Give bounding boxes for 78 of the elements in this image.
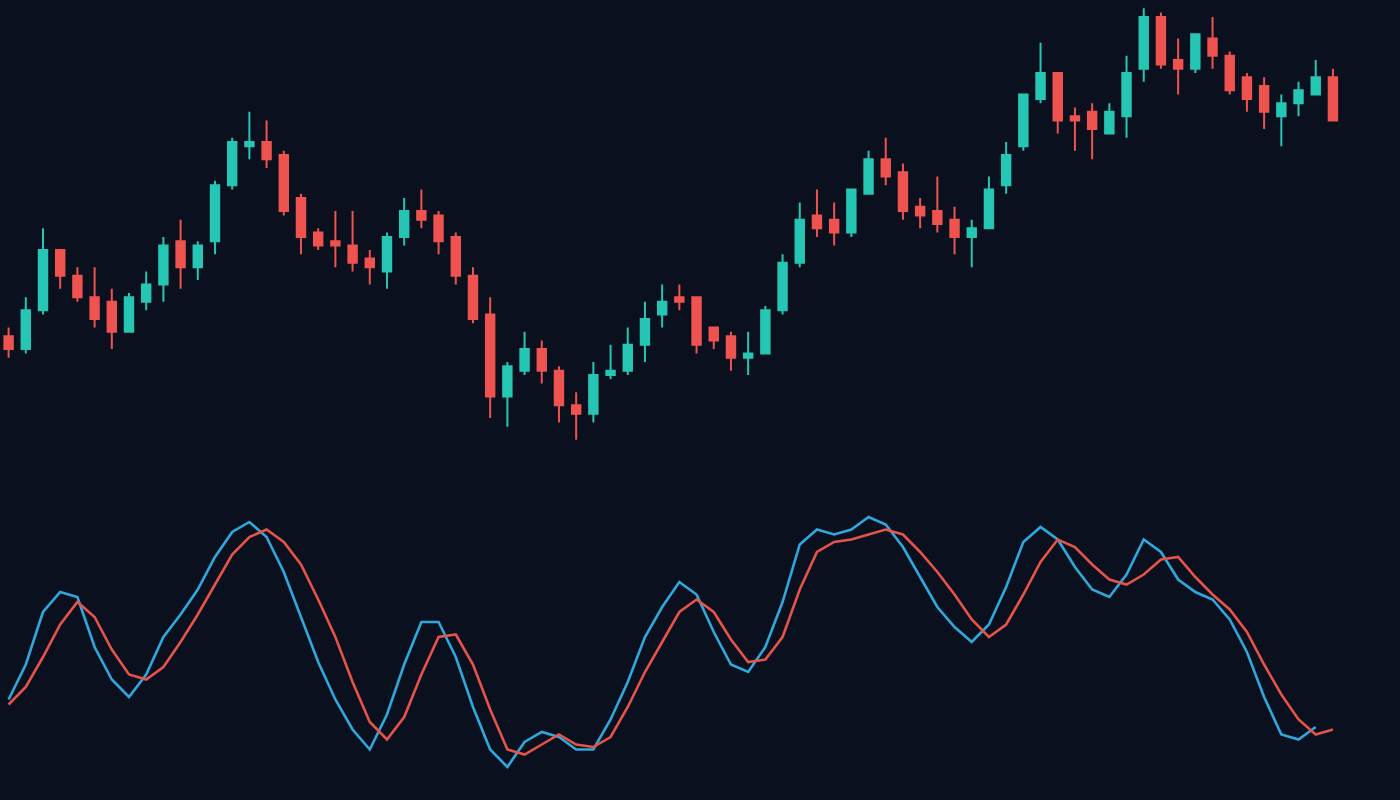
candlestick [158, 235, 169, 303]
candlestick [175, 218, 186, 290]
candlestick [1018, 93, 1029, 152]
candlestick [502, 361, 513, 428]
candlestick [37, 227, 49, 316]
candlestick [811, 188, 823, 238]
candlestick [588, 361, 599, 424]
candlestick [656, 283, 668, 329]
candlestick [1138, 7, 1149, 83]
candlestick [20, 296, 32, 355]
candlestick [674, 283, 685, 312]
candlestick [72, 266, 83, 303]
candlestick [1104, 102, 1115, 135]
candlestick [89, 266, 100, 329]
candlestick [914, 197, 926, 230]
candlestick [1224, 50, 1235, 96]
candlestick [605, 343, 616, 381]
candlestick [1310, 59, 1321, 96]
candlestick [1121, 54, 1132, 139]
candlestick [519, 330, 530, 376]
candlestick [123, 292, 135, 333]
candlestick [484, 296, 496, 420]
candlestick [863, 149, 874, 195]
candlestick [1172, 37, 1184, 96]
candlestick [1327, 67, 1339, 122]
candlestick [398, 197, 410, 247]
candlestick [828, 201, 840, 247]
candlestick [553, 365, 565, 424]
candlestick [622, 326, 633, 376]
candlestick [897, 162, 909, 221]
candlestick [1069, 106, 1081, 152]
candlestick [1035, 41, 1046, 105]
candlestick [381, 231, 393, 290]
candlestick [1155, 11, 1167, 70]
candlestick [1258, 76, 1270, 131]
candlestick [691, 296, 702, 355]
candlestick [140, 270, 152, 312]
candlestick [226, 136, 238, 191]
candlestick [1293, 80, 1304, 118]
candlestick [794, 201, 805, 269]
candlestick [416, 188, 427, 230]
candlestick [244, 110, 255, 161]
candlestick [570, 391, 582, 441]
candlestick [846, 188, 857, 238]
candlestick [364, 248, 375, 286]
candlestick [330, 210, 341, 269]
candlestick [742, 330, 754, 376]
candlestick [192, 240, 203, 282]
candlestick [433, 210, 444, 256]
candlestick [312, 227, 324, 251]
candlestick [1241, 72, 1253, 113]
candlestick [295, 192, 307, 256]
candlestick [1207, 15, 1218, 70]
candlestick [3, 326, 14, 359]
candlestick [639, 300, 651, 364]
candlestick [261, 119, 272, 169]
candlestick [880, 136, 891, 187]
candlestick [725, 330, 737, 372]
candlestick [708, 326, 719, 351]
candlestick [450, 231, 461, 286]
candlestick [1276, 93, 1287, 148]
candlestick [932, 175, 943, 234]
candlestick [209, 179, 221, 256]
candlestick [777, 253, 788, 316]
candlestick [467, 266, 479, 325]
candlestick [1086, 102, 1098, 161]
candlestick [949, 205, 960, 256]
candlestick [966, 218, 977, 269]
candlestick [1052, 72, 1063, 135]
candlestick [536, 339, 547, 385]
candlestick [983, 175, 995, 230]
candlestick [54, 248, 66, 290]
candlestick [278, 149, 289, 217]
candlestick [106, 287, 117, 351]
candlestick [347, 210, 358, 273]
candlestick [760, 304, 771, 355]
candlestick [1000, 141, 1012, 195]
candlestick [1190, 33, 1201, 75]
